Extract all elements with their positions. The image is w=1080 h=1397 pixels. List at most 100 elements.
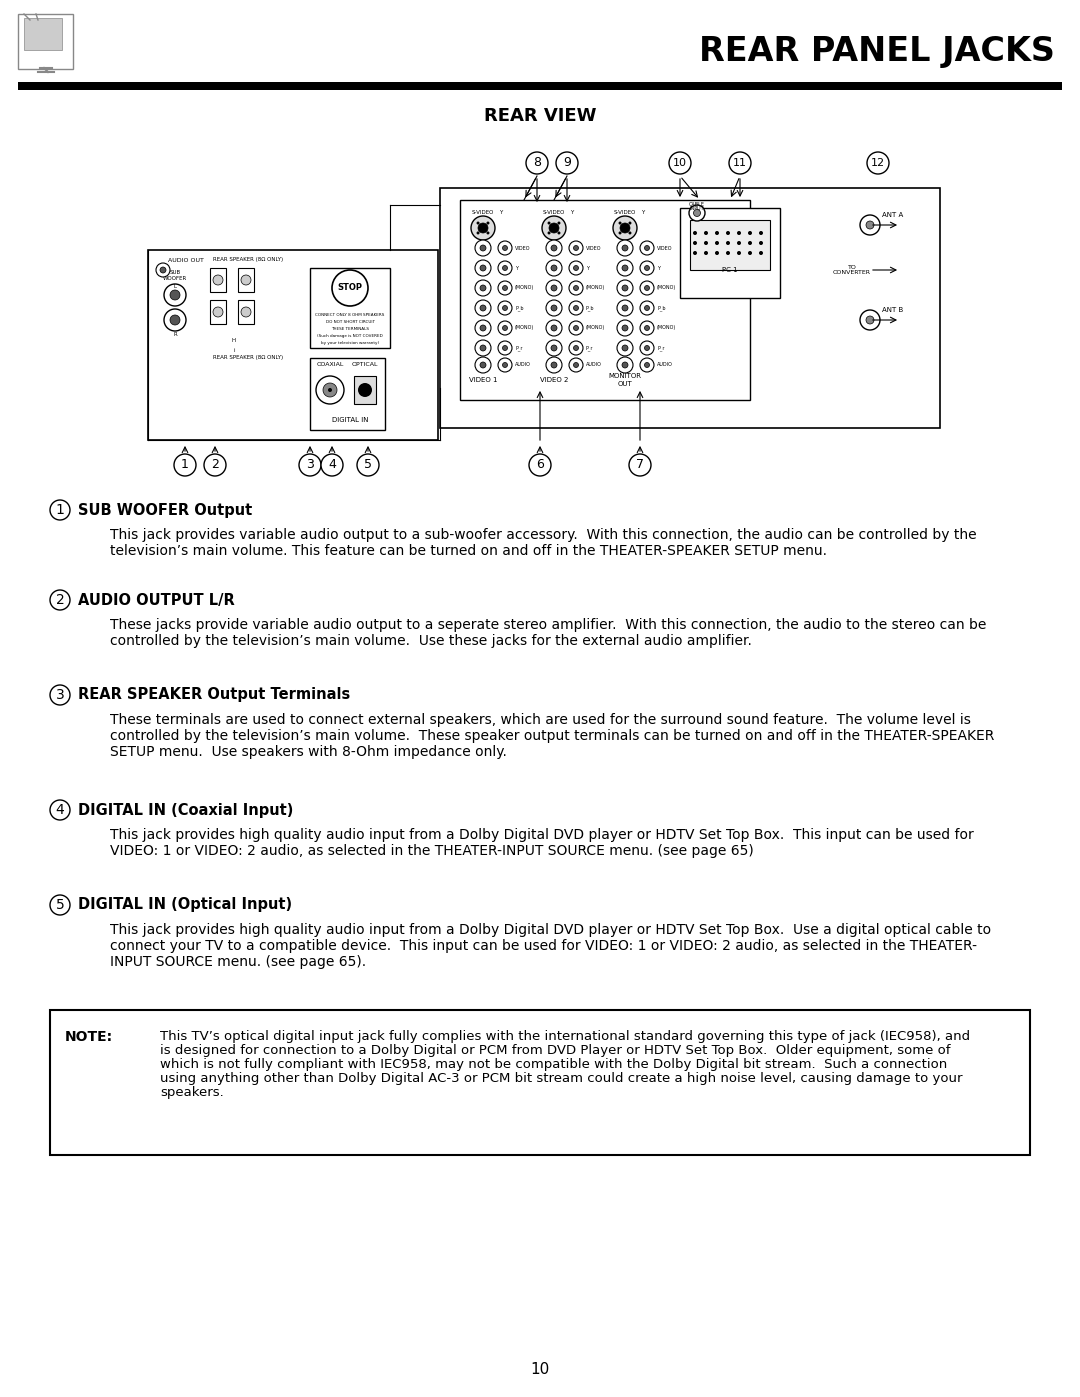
Circle shape: [573, 362, 579, 367]
Circle shape: [241, 275, 251, 285]
Circle shape: [729, 152, 751, 175]
Circle shape: [622, 305, 627, 312]
Text: AUDIO OUT: AUDIO OUT: [168, 257, 204, 263]
Circle shape: [748, 231, 752, 235]
Circle shape: [546, 320, 562, 337]
Circle shape: [622, 345, 627, 351]
Text: PC 1: PC 1: [723, 267, 738, 272]
Circle shape: [640, 321, 654, 335]
Circle shape: [640, 358, 654, 372]
Circle shape: [321, 454, 343, 476]
Circle shape: [498, 358, 512, 372]
Text: television’s main volume. This feature can be turned on and off in the THEATER-S: television’s main volume. This feature c…: [110, 543, 827, 557]
Circle shape: [645, 326, 649, 331]
Text: COAXIAL: COAXIAL: [316, 362, 343, 366]
Circle shape: [569, 358, 583, 372]
Circle shape: [629, 454, 651, 476]
Circle shape: [480, 265, 486, 271]
Circle shape: [478, 224, 488, 233]
Circle shape: [502, 285, 508, 291]
Circle shape: [502, 362, 508, 367]
Text: 10: 10: [673, 158, 687, 168]
Text: (MONO): (MONO): [657, 326, 676, 331]
Circle shape: [748, 251, 752, 256]
Circle shape: [557, 222, 561, 225]
Circle shape: [620, 224, 630, 233]
Circle shape: [617, 300, 633, 316]
Circle shape: [640, 281, 654, 295]
Circle shape: [622, 326, 627, 331]
Circle shape: [502, 326, 508, 331]
Text: H: H: [232, 338, 237, 342]
Circle shape: [569, 261, 583, 275]
Circle shape: [475, 320, 491, 337]
Circle shape: [502, 306, 508, 310]
Text: SETUP menu.  Use speakers with 8-Ohm impedance only.: SETUP menu. Use speakers with 8-Ohm impe…: [110, 745, 507, 759]
Bar: [24, 18, 62, 50]
Text: 10: 10: [530, 1362, 550, 1377]
Circle shape: [328, 388, 332, 393]
Text: 9: 9: [563, 156, 571, 169]
Circle shape: [737, 242, 741, 244]
Text: (MONO): (MONO): [586, 285, 605, 291]
Text: P_r: P_r: [515, 345, 523, 351]
Circle shape: [50, 800, 70, 820]
Circle shape: [475, 358, 491, 373]
Text: 5: 5: [364, 458, 372, 472]
Circle shape: [480, 326, 486, 331]
Bar: [18, 14, 73, 68]
Circle shape: [160, 267, 166, 272]
Circle shape: [299, 454, 321, 476]
Text: 3: 3: [306, 458, 314, 472]
Circle shape: [204, 454, 226, 476]
Circle shape: [546, 339, 562, 356]
Circle shape: [475, 300, 491, 316]
Text: VIDEO 2: VIDEO 2: [540, 377, 568, 383]
Text: DIGITAL IN: DIGITAL IN: [332, 416, 368, 423]
Bar: [238, 300, 254, 324]
Bar: [210, 300, 226, 324]
Circle shape: [640, 242, 654, 256]
Text: 7: 7: [636, 458, 644, 472]
Circle shape: [498, 321, 512, 335]
Text: 11: 11: [733, 158, 747, 168]
Circle shape: [546, 260, 562, 277]
Circle shape: [689, 205, 705, 221]
Circle shape: [704, 231, 708, 235]
Circle shape: [693, 231, 697, 235]
Text: P_b: P_b: [586, 305, 594, 312]
Circle shape: [551, 265, 557, 271]
Circle shape: [573, 306, 579, 310]
Text: AUDIO OUTPUT L/R: AUDIO OUTPUT L/R: [78, 592, 234, 608]
Circle shape: [502, 246, 508, 250]
Text: connect your TV to a compatible device.  This input can be used for VIDEO: 1 or : connect your TV to a compatible device. …: [110, 939, 977, 953]
Bar: [310, 358, 384, 430]
Circle shape: [170, 291, 180, 300]
Circle shape: [693, 242, 697, 244]
Text: MONITOR
OUT: MONITOR OUT: [608, 373, 642, 387]
Text: VIDEO 1: VIDEO 1: [469, 377, 497, 383]
Text: SUB WOOFER Output: SUB WOOFER Output: [78, 503, 253, 517]
Bar: [148, 250, 438, 440]
Text: REAR SPEAKER (8Ω ONLY): REAR SPEAKER (8Ω ONLY): [213, 355, 283, 360]
Circle shape: [164, 309, 186, 331]
Circle shape: [569, 300, 583, 314]
Text: 5: 5: [56, 898, 65, 912]
Bar: [238, 268, 254, 292]
Circle shape: [617, 279, 633, 296]
Circle shape: [645, 285, 649, 291]
Text: REAR SPEAKER Output Terminals: REAR SPEAKER Output Terminals: [78, 687, 350, 703]
Text: is designed for connection to a Dolby Digital or PCM from DVD Player or HDTV Set: is designed for connection to a Dolby Di…: [160, 1044, 950, 1058]
Text: R: R: [173, 332, 177, 338]
Bar: [310, 268, 390, 348]
Circle shape: [323, 383, 337, 397]
Text: DIGITAL IN (Optical Input): DIGITAL IN (Optical Input): [78, 897, 292, 912]
Text: (MONO): (MONO): [515, 285, 535, 291]
Circle shape: [573, 285, 579, 291]
Circle shape: [50, 500, 70, 520]
Text: (Such damage is NOT COVERED: (Such damage is NOT COVERED: [318, 334, 383, 338]
Circle shape: [498, 281, 512, 295]
Circle shape: [551, 326, 557, 331]
Circle shape: [759, 231, 762, 235]
Circle shape: [860, 215, 880, 235]
